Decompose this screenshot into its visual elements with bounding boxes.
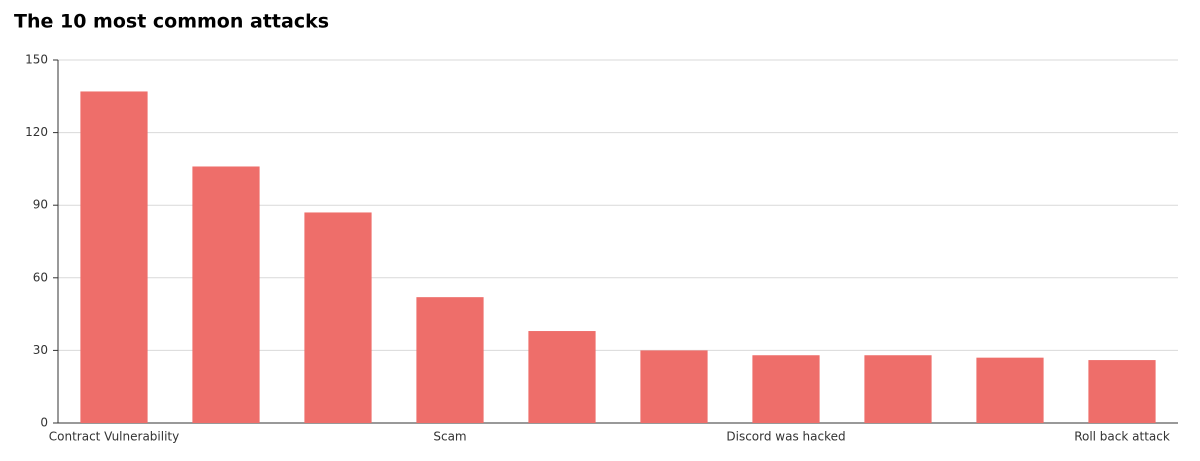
y-tick-label: 90 [33, 198, 48, 212]
bar [528, 331, 596, 423]
bar [80, 91, 148, 424]
x-tick-label: Contract Vulnerability [49, 430, 179, 444]
bar [192, 166, 260, 424]
bar [416, 297, 484, 423]
y-tick-label: 60 [33, 270, 48, 284]
y-tick-label: 120 [25, 125, 48, 139]
bar [976, 357, 1044, 423]
y-tick-label: 30 [33, 343, 48, 357]
bar [640, 350, 708, 423]
y-tick-label: 0 [40, 416, 48, 430]
x-tick-label: Discord was hacked [726, 430, 845, 444]
x-tick-label: Roll back attack [1074, 430, 1170, 444]
y-tick-label: 150 [25, 53, 48, 67]
chart-title: The 10 most common attacks [14, 11, 329, 33]
bar [1088, 360, 1156, 423]
bar [752, 355, 820, 423]
x-tick-label: Scam [433, 430, 466, 444]
bar [304, 212, 372, 423]
bar [864, 355, 932, 423]
